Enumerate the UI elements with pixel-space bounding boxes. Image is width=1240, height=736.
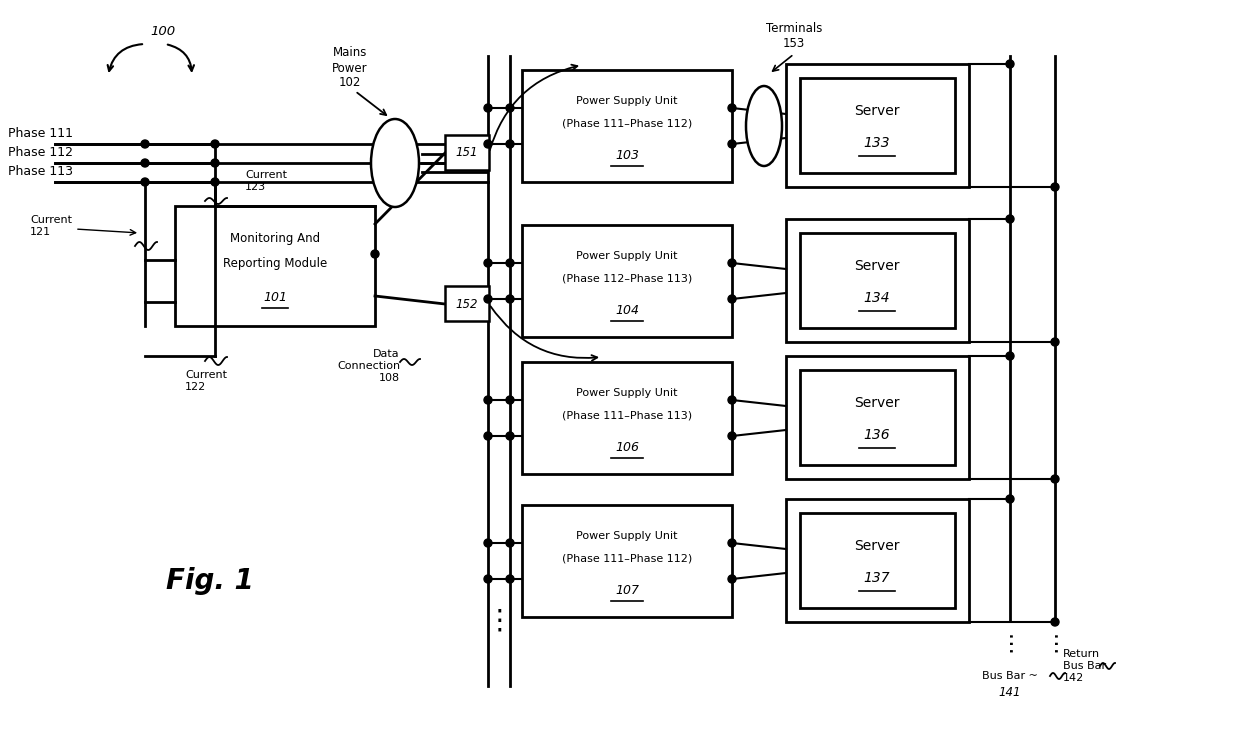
Circle shape — [506, 140, 515, 148]
Circle shape — [1006, 495, 1014, 503]
Bar — [522, 225, 732, 337]
Text: Power Supply Unit: Power Supply Unit — [577, 252, 678, 261]
Circle shape — [728, 259, 737, 267]
Text: (Phase 111–Phase 112): (Phase 111–Phase 112) — [562, 118, 692, 129]
Circle shape — [728, 140, 737, 148]
Text: 134: 134 — [864, 291, 890, 305]
Bar — [786, 64, 968, 187]
Circle shape — [484, 432, 492, 440]
Circle shape — [506, 104, 515, 112]
Text: (Phase 111–Phase 112): (Phase 111–Phase 112) — [562, 553, 692, 564]
Bar — [445, 286, 489, 321]
Circle shape — [1006, 60, 1014, 68]
Circle shape — [211, 178, 219, 186]
Bar — [445, 135, 489, 170]
Text: Bus Bar ~: Bus Bar ~ — [982, 671, 1038, 681]
Text: 151: 151 — [456, 146, 479, 160]
Bar — [786, 219, 968, 342]
Circle shape — [506, 575, 515, 583]
Text: (Phase 111–Phase 113): (Phase 111–Phase 113) — [562, 411, 692, 421]
Circle shape — [484, 539, 492, 547]
Text: 137: 137 — [864, 570, 890, 584]
Text: Data
Connection
108: Data Connection 108 — [337, 350, 401, 383]
Text: Current
123: Current 123 — [246, 170, 286, 192]
Circle shape — [484, 575, 492, 583]
Text: Terminals
153: Terminals 153 — [766, 22, 822, 50]
Circle shape — [141, 178, 149, 186]
Text: (Phase 112–Phase 113): (Phase 112–Phase 113) — [562, 274, 692, 284]
Text: Power Supply Unit: Power Supply Unit — [577, 531, 678, 542]
Circle shape — [1052, 475, 1059, 483]
Text: Current
122: Current 122 — [185, 370, 227, 392]
Circle shape — [506, 295, 515, 303]
Text: Mains
Power
102: Mains Power 102 — [332, 46, 368, 90]
Bar — [522, 362, 732, 474]
Circle shape — [506, 432, 515, 440]
Bar — [175, 206, 374, 326]
Circle shape — [1052, 338, 1059, 346]
Bar — [800, 233, 955, 328]
Text: Phase 112: Phase 112 — [7, 146, 73, 159]
Text: 106: 106 — [615, 441, 639, 453]
Circle shape — [728, 432, 737, 440]
Text: 141: 141 — [998, 685, 1022, 698]
Text: 100: 100 — [150, 25, 175, 38]
Circle shape — [728, 396, 737, 404]
Circle shape — [371, 250, 379, 258]
Text: 104: 104 — [615, 304, 639, 316]
Text: Phase 113: Phase 113 — [7, 165, 73, 178]
Text: ⋯: ⋯ — [999, 630, 1021, 652]
Ellipse shape — [371, 119, 419, 207]
Text: Current
121: Current 121 — [30, 215, 72, 237]
Circle shape — [1006, 215, 1014, 223]
Text: Server: Server — [854, 539, 900, 553]
Bar — [800, 513, 955, 608]
Ellipse shape — [746, 86, 782, 166]
Bar — [522, 505, 732, 617]
Text: Fig. 1: Fig. 1 — [166, 567, 254, 595]
Circle shape — [484, 140, 492, 148]
Text: Server: Server — [854, 259, 900, 273]
Circle shape — [211, 140, 219, 148]
Bar — [800, 370, 955, 465]
Circle shape — [728, 295, 737, 303]
Text: Reporting Module: Reporting Module — [223, 257, 327, 270]
Circle shape — [141, 140, 149, 148]
Text: ⋯: ⋯ — [1045, 630, 1065, 652]
Bar — [786, 499, 968, 622]
Circle shape — [728, 104, 737, 112]
Text: 152: 152 — [456, 297, 479, 311]
Circle shape — [1006, 352, 1014, 360]
Circle shape — [211, 159, 219, 167]
Circle shape — [484, 259, 492, 267]
Text: ⋮: ⋮ — [485, 607, 513, 635]
Circle shape — [141, 159, 149, 167]
Text: 101: 101 — [263, 291, 286, 304]
Circle shape — [484, 396, 492, 404]
Circle shape — [484, 295, 492, 303]
Bar — [786, 356, 968, 479]
Bar — [522, 70, 732, 182]
Text: Return
Bus Bar
142: Return Bus Bar 142 — [1063, 649, 1106, 682]
Circle shape — [728, 575, 737, 583]
Text: 133: 133 — [864, 135, 890, 149]
Text: 136: 136 — [864, 428, 890, 442]
Circle shape — [506, 259, 515, 267]
Circle shape — [506, 396, 515, 404]
Circle shape — [484, 104, 492, 112]
Text: 107: 107 — [615, 584, 639, 597]
Text: Power Supply Unit: Power Supply Unit — [577, 96, 678, 107]
Text: Monitoring And: Monitoring And — [229, 232, 320, 245]
Circle shape — [506, 539, 515, 547]
Bar — [800, 78, 955, 173]
Text: 103: 103 — [615, 149, 639, 162]
Text: Power Supply Unit: Power Supply Unit — [577, 389, 678, 398]
Circle shape — [1052, 618, 1059, 626]
Circle shape — [1052, 183, 1059, 191]
Circle shape — [728, 539, 737, 547]
Text: Server: Server — [854, 105, 900, 118]
Text: Server: Server — [854, 396, 900, 410]
Text: Phase 111: Phase 111 — [7, 127, 73, 140]
